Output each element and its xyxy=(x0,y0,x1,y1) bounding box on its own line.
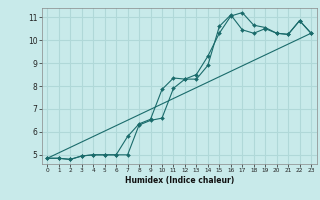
X-axis label: Humidex (Indice chaleur): Humidex (Indice chaleur) xyxy=(124,176,234,185)
